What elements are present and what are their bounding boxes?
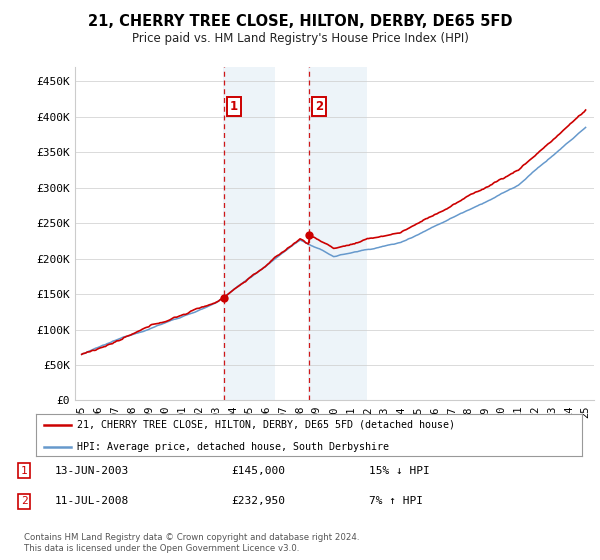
Text: This data is licensed under the Open Government Licence v3.0.: This data is licensed under the Open Gov… xyxy=(24,544,299,553)
Text: 11-JUL-2008: 11-JUL-2008 xyxy=(55,496,130,506)
Text: 15% ↓ HPI: 15% ↓ HPI xyxy=(369,466,430,476)
Text: 2: 2 xyxy=(20,496,28,506)
Text: 1: 1 xyxy=(230,100,238,113)
Text: 2: 2 xyxy=(315,100,323,113)
Text: Contains HM Land Registry data © Crown copyright and database right 2024.: Contains HM Land Registry data © Crown c… xyxy=(24,533,359,542)
Text: 1: 1 xyxy=(20,466,28,476)
Text: 21, CHERRY TREE CLOSE, HILTON, DERBY, DE65 5FD: 21, CHERRY TREE CLOSE, HILTON, DERBY, DE… xyxy=(88,14,512,29)
Text: 21, CHERRY TREE CLOSE, HILTON, DERBY, DE65 5FD (detached house): 21, CHERRY TREE CLOSE, HILTON, DERBY, DE… xyxy=(77,420,455,430)
Text: HPI: Average price, detached house, South Derbyshire: HPI: Average price, detached house, Sout… xyxy=(77,442,389,452)
Text: £145,000: £145,000 xyxy=(231,466,285,476)
Bar xyxy=(308,67,367,400)
Text: 7% ↑ HPI: 7% ↑ HPI xyxy=(369,496,423,506)
Text: Price paid vs. HM Land Registry's House Price Index (HPI): Price paid vs. HM Land Registry's House … xyxy=(131,32,469,45)
Text: 13-JUN-2003: 13-JUN-2003 xyxy=(55,466,130,476)
Bar xyxy=(223,67,275,400)
Text: £232,950: £232,950 xyxy=(231,496,285,506)
